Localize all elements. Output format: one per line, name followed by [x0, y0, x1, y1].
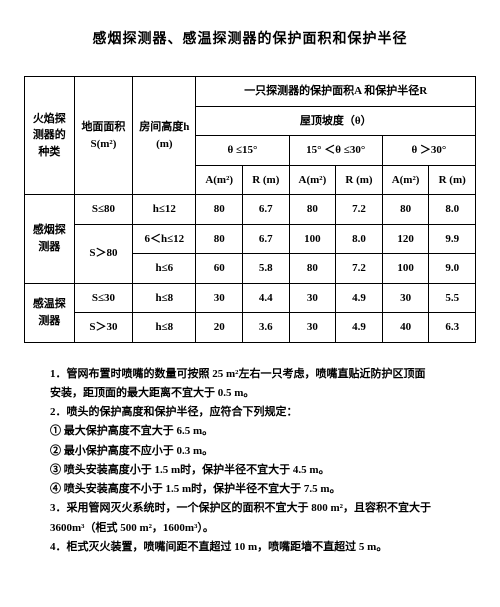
header-height: 房间高度h (m) [133, 77, 196, 195]
table-row: 感烟探测器 S≤80 h≤12 80 6.7 80 7.2 80 8.0 [25, 195, 476, 225]
note-line: ① 最大保护高度不宜大于 6.5 m。 [50, 422, 464, 441]
cell-R: 4.9 [336, 313, 383, 343]
cell-S: S＞30 [74, 313, 133, 343]
cell-A: 100 [289, 224, 336, 254]
cell-R: 9.9 [429, 224, 476, 254]
cell-R: 3.6 [243, 313, 290, 343]
cell-A: 100 [382, 254, 429, 284]
detector-table: 火焰探测器的种类 地面面积S(m²) 房间高度h (m) 一只探测器的保护面积A… [24, 76, 476, 343]
notes-block: 1．管网布置时喷嘴的数量可按照 25 m²左右一只考虑，喷嘴直贴近防护区顶面 安… [24, 365, 476, 558]
cell-A: 30 [196, 283, 243, 313]
cell-h: h≤8 [133, 313, 196, 343]
header-theta-1: θ ≤15° [196, 136, 289, 166]
cell-R: 9.0 [429, 254, 476, 284]
header-theta-3: θ ＞30° [382, 136, 475, 166]
note-line: 2．喷头的保护高度和保护半径，应符合下列规定： [50, 403, 464, 422]
cell-S: S≤80 [74, 195, 133, 225]
note-line: ④ 喷头安装高度不小于 1.5 m时，保护半径不宜大于 7.5 m。 [50, 480, 464, 499]
cell-A: 80 [196, 224, 243, 254]
header-R: R (m) [243, 165, 290, 195]
cell-S: S≤30 [74, 283, 133, 313]
cell-A: 20 [196, 313, 243, 343]
note-line: 安装，距顶面的最大距离不宜大于 0.5 m。 [50, 384, 464, 403]
cell-h: 6＜h≤12 [133, 224, 196, 254]
header-slope: 屋顶坡度（θ） [196, 106, 476, 136]
cell-A: 80 [289, 195, 336, 225]
header-type: 火焰探测器的种类 [25, 77, 75, 195]
cell-A: 60 [196, 254, 243, 284]
cell-A: 80 [382, 195, 429, 225]
cell-A: 40 [382, 313, 429, 343]
cell-A: 30 [289, 283, 336, 313]
header-main: 一只探测器的保护面积A 和保护半径R [196, 77, 476, 107]
cell-R: 6.3 [429, 313, 476, 343]
cell-R: 6.7 [243, 224, 290, 254]
cell-R: 7.2 [336, 254, 383, 284]
header-A: A(m²) [289, 165, 336, 195]
note-line: 3600m³（柜式 500 m²，1600m³）。 [50, 519, 464, 538]
table-row: 火焰探测器的种类 地面面积S(m²) 房间高度h (m) 一只探测器的保护面积A… [25, 77, 476, 107]
header-A: A(m²) [196, 165, 243, 195]
table-row: 感温探测器 S≤30 h≤8 30 4.4 30 4.9 30 5.5 [25, 283, 476, 313]
cell-A: 80 [196, 195, 243, 225]
table-row: S＞30 h≤8 20 3.6 30 4.9 40 6.3 [25, 313, 476, 343]
cell-A: 30 [382, 283, 429, 313]
cell-R: 8.0 [336, 224, 383, 254]
cell-type: 感温探测器 [25, 283, 75, 342]
cell-R: 5.5 [429, 283, 476, 313]
cell-R: 5.8 [243, 254, 290, 284]
note-line: ③ 喷头安装高度小于 1.5 m时，保护半径不宜大于 4.5 m。 [50, 461, 464, 480]
cell-A: 80 [289, 254, 336, 284]
note-line: ② 最小保护高度不应小于 0.3 m。 [50, 442, 464, 461]
cell-R: 7.2 [336, 195, 383, 225]
cell-R: 8.0 [429, 195, 476, 225]
header-area: 地面面积S(m²) [74, 77, 133, 195]
cell-R: 4.9 [336, 283, 383, 313]
cell-R: 6.7 [243, 195, 290, 225]
header-R: R (m) [336, 165, 383, 195]
page-title: 感烟探测器、感温探测器的保护面积和保护半径 [24, 28, 476, 48]
cell-R: 4.4 [243, 283, 290, 313]
header-theta-2: 15° ＜θ ≤30° [289, 136, 382, 166]
cell-type: 感烟探测器 [25, 195, 75, 284]
note-line: 3．采用管网灭火系统时，一个保护区的面积不宜大于 800 m²，且容积不宜大于 [50, 499, 464, 518]
table-row: S＞80 6＜h≤12 80 6.7 100 8.0 120 9.9 [25, 224, 476, 254]
cell-h: h≤8 [133, 283, 196, 313]
note-line: 1．管网布置时喷嘴的数量可按照 25 m²左右一只考虑，喷嘴直贴近防护区顶面 [50, 365, 464, 384]
cell-A: 30 [289, 313, 336, 343]
header-R: R (m) [429, 165, 476, 195]
cell-S: S＞80 [74, 224, 133, 283]
cell-h: h≤12 [133, 195, 196, 225]
cell-A: 120 [382, 224, 429, 254]
header-A: A(m²) [382, 165, 429, 195]
note-line: 4．柜式灭火装置，喷嘴间距不直超过 10 m，喷嘴距墙不直超过 5 m。 [50, 538, 464, 557]
cell-h: h≤6 [133, 254, 196, 284]
